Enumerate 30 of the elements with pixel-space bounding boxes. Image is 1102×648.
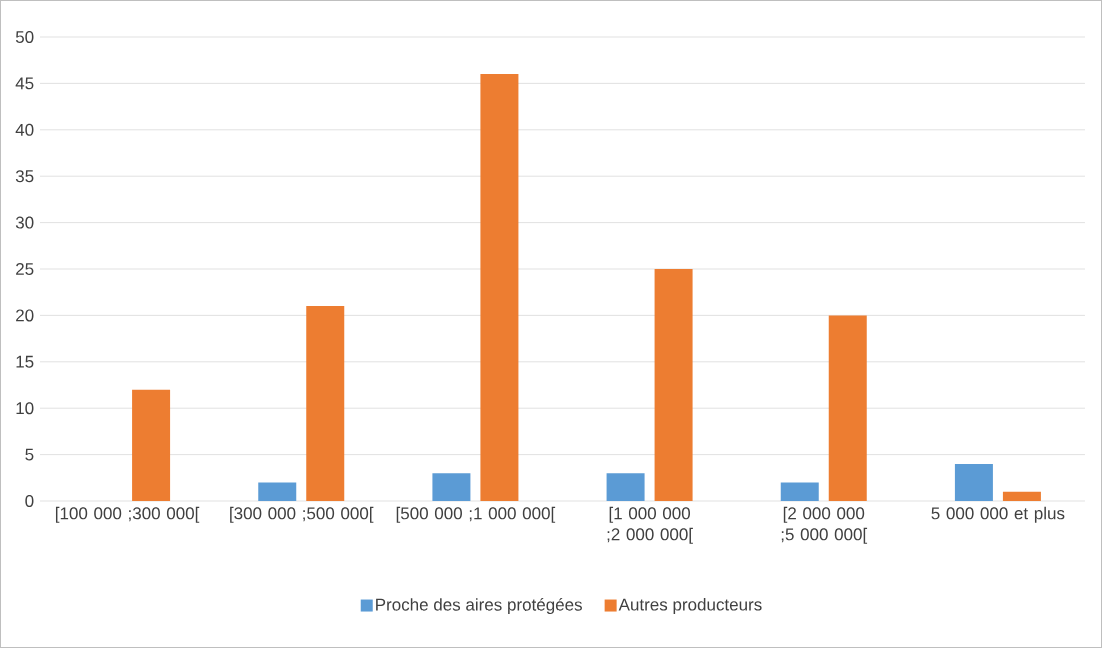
bar <box>432 473 471 501</box>
y-tick-label: 5 <box>25 448 34 461</box>
y-tick-label: 45 <box>15 77 34 90</box>
bar <box>480 74 519 501</box>
bar <box>306 306 345 501</box>
legend-label: Autres producteurs <box>618 598 762 614</box>
bar <box>954 463 993 501</box>
y-tick-label: 10 <box>16 402 34 415</box>
y-tick-label: 20 <box>16 309 34 322</box>
bar <box>654 269 693 501</box>
bar <box>828 315 867 501</box>
y-tick-label: 30 <box>15 216 34 229</box>
x-tick-label: [100 000 ;300 000[ <box>55 506 200 523</box>
bar <box>132 389 171 501</box>
y-tick-label: 15 <box>16 355 34 368</box>
legend-label: Proche des aires protégées <box>376 598 582 615</box>
y-tick-label: 50 <box>15 30 34 44</box>
x-tick-label: 5 000 000 et plus <box>931 506 1065 523</box>
y-tick-label: 35 <box>15 170 34 183</box>
y-tick-label: 0 <box>25 494 34 508</box>
x-tick-label: [500 000 ;1 000 000[ <box>396 506 556 523</box>
x-tick-label: [1 000 000 ;2 000 000[ <box>607 506 693 544</box>
bar <box>606 473 645 501</box>
y-tick-label: 25 <box>16 262 34 276</box>
bar <box>1002 491 1041 501</box>
y-tick-label: 40 <box>15 123 34 136</box>
bar <box>780 482 819 501</box>
bar <box>258 482 297 501</box>
x-tick-label: [300 000 ;500 000[ <box>230 506 374 523</box>
x-tick-label: [2 000 000 ;5 000 000[ <box>781 506 868 544</box>
